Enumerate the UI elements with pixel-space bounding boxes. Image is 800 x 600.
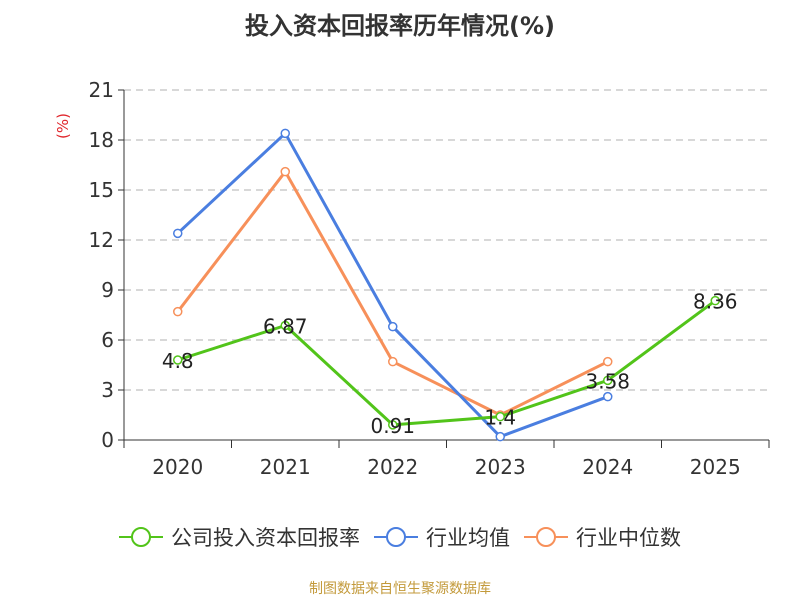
data-point-0: [173, 355, 183, 365]
data-point-0: [603, 375, 613, 386]
y-tick-label: 9: [101, 278, 114, 302]
y-tick-label: 3: [101, 378, 114, 402]
data-point-1: [173, 228, 183, 239]
y-tick-label: 18: [89, 128, 114, 152]
legend-marker-industry-mean: [374, 526, 418, 548]
legend-label-company: 公司投入资本回报率: [171, 526, 360, 550]
y-tick-label: 21: [89, 78, 114, 102]
legend-marker-industry-median: [524, 526, 568, 548]
source-note: 制图数据来自恒生聚源数据库: [309, 581, 491, 597]
data-label: 6.87: [263, 315, 308, 339]
data-point-1: [388, 321, 398, 332]
data-point-0: [388, 420, 398, 430]
data-label: 8.36: [693, 290, 738, 314]
legend-item-industry-mean[interactable]: 行业均值: [374, 522, 510, 552]
data-label: 4.8: [162, 349, 194, 373]
data-label: 0.91: [370, 414, 415, 438]
data-point-1: [280, 128, 290, 139]
series-line-0: [177, 299, 717, 427]
data-point-2: [388, 356, 398, 367]
x-tick-label: 2023: [475, 455, 526, 479]
y-tick-label: 0: [101, 428, 114, 452]
x-tick-label: 2025: [690, 455, 741, 479]
legend-item-company[interactable]: 公司投入资本回报率: [119, 522, 360, 552]
legend-item-industry-median[interactable]: 行业中位数: [524, 522, 681, 552]
x-tick-label: 2022: [367, 455, 418, 479]
data-point-1: [495, 431, 505, 442]
x-tick-label: 2021: [260, 455, 311, 479]
data-point-0: [280, 320, 290, 331]
data-point-0: [710, 295, 720, 306]
chart-title: 投入资本回报率历年情况(%): [245, 12, 555, 40]
legend: 公司投入资本回报率 行业均值 行业中位数: [0, 522, 800, 552]
legend-label-industry-median: 行业中位数: [576, 526, 681, 550]
legend-marker-company: [119, 526, 163, 548]
y-tick-label: 6: [101, 328, 114, 352]
data-point-1: [603, 391, 613, 402]
series-line-1: [176, 131, 609, 439]
y-tick-label: 12: [89, 228, 114, 252]
x-tick-label: 2020: [152, 455, 203, 479]
data-point-0: [495, 411, 505, 422]
data-point-2: [603, 356, 613, 367]
y-tick-label: 15: [89, 178, 114, 202]
data-label: 1.4: [484, 406, 516, 430]
data-label: 3.58: [585, 369, 630, 393]
series-line-2: [176, 170, 609, 417]
data-point-2: [173, 306, 183, 317]
data-point-2: [280, 166, 290, 177]
x-tick-label: 2024: [582, 455, 633, 479]
y-axis-label: (%): [54, 113, 72, 139]
legend-label-industry-mean: 行业均值: [426, 526, 510, 550]
